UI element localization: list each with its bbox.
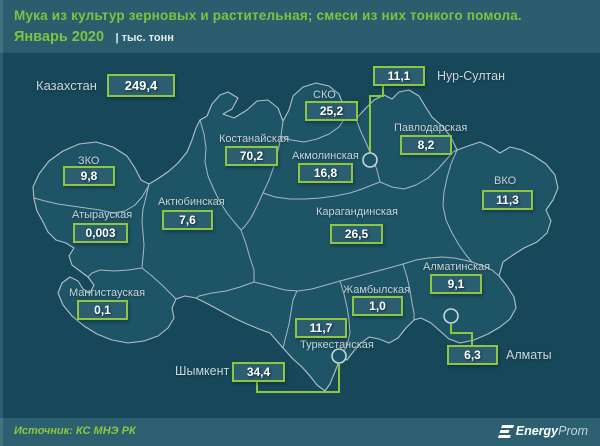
region-label-aktobe: Актюбинская bbox=[158, 196, 225, 208]
region-label-kostanay: Костанайская bbox=[219, 133, 290, 145]
period-label: Январь 2020 bbox=[14, 29, 105, 45]
region-label-zko: ЗКО bbox=[78, 155, 100, 167]
city-markers bbox=[331, 152, 459, 364]
value-box-aktobe: 7,6 bbox=[162, 210, 213, 230]
leader-shymkent bbox=[256, 364, 340, 393]
city-label-shymkent: Шымкент bbox=[175, 364, 230, 378]
left-edge-highlight bbox=[0, 0, 3, 446]
region-label-atyrau: Атырауская bbox=[72, 209, 133, 221]
unit-text: тыс. тонн bbox=[121, 32, 174, 44]
region-label-sko: СКО bbox=[313, 89, 336, 101]
leader-lines bbox=[256, 85, 473, 393]
region-label-pavlodar: Павлодарская bbox=[394, 122, 468, 134]
unit-separator: | bbox=[115, 32, 119, 44]
region-label-akmola: Акмолинская bbox=[292, 150, 359, 162]
value-box-almaty-reg: 9,1 bbox=[430, 274, 482, 294]
value-box-nur-sultan: 11,1 bbox=[373, 66, 425, 86]
value-box-sko: 25,2 bbox=[305, 101, 358, 121]
value-box-kostanay: 70,2 bbox=[225, 146, 278, 166]
chart-title: Мука из культур зерновых и растительная;… bbox=[14, 8, 522, 23]
city-label-almaty: Алматы bbox=[506, 348, 552, 362]
value-box-zko: 9,8 bbox=[63, 166, 115, 186]
leader-almaty bbox=[450, 324, 473, 345]
country-label: Казахстан bbox=[36, 78, 97, 93]
country-value-box: 249,4 bbox=[107, 74, 175, 97]
value-box-turkestan: 11,7 bbox=[295, 318, 347, 338]
region-borders bbox=[33, 114, 500, 358]
region-label-turkestan: Туркестанская bbox=[300, 339, 374, 351]
value-box-mangystau: 0,1 bbox=[77, 300, 128, 320]
footer: Источник: КС МНЭ РК Energy Prom bbox=[0, 418, 600, 446]
region-label-vko: ВКО bbox=[494, 175, 517, 187]
value-box-atyrau: 0,003 bbox=[73, 223, 128, 243]
city-marker-almaty-icon bbox=[443, 308, 459, 324]
energyprom-e-icon bbox=[497, 424, 514, 438]
region-label-zhambyl: Жамбылская bbox=[343, 284, 411, 296]
value-box-pavlodar: 8,2 bbox=[400, 135, 452, 155]
region-label-karaganda: Карагандинская bbox=[316, 206, 398, 218]
city-label-nur-sultan: Нур-Султан bbox=[437, 69, 505, 83]
brand-bold-text: Energy bbox=[515, 424, 559, 438]
region-label-mangystau: Мангистауская bbox=[69, 287, 146, 299]
brand-light-text: Prom bbox=[558, 424, 588, 438]
city-marker-nur-sultan-icon bbox=[362, 152, 378, 168]
value-box-vko: 11,3 bbox=[482, 190, 533, 210]
value-box-shymkent: 34,4 bbox=[232, 362, 285, 382]
energyprom-logo: Energy Prom bbox=[497, 424, 588, 438]
region-label-almaty-reg: Алматинская bbox=[423, 261, 491, 273]
value-box-akmola: 16,8 bbox=[298, 163, 353, 183]
value-box-almaty: 6,3 bbox=[447, 345, 498, 365]
unit-label: | тыс. тонн bbox=[115, 32, 173, 44]
value-box-zhambyl: 1,0 bbox=[352, 296, 403, 316]
source-label: Источник: КС МНЭ РК bbox=[14, 425, 136, 437]
leader-nur-sultan bbox=[369, 85, 384, 152]
chart-subtitle: Январь 2020 | тыс. тонн bbox=[14, 28, 174, 46]
header: Мука из культур зерновых и растительная;… bbox=[0, 0, 600, 53]
city-marker-shymkent-icon bbox=[331, 348, 347, 364]
value-box-karaganda: 26,5 bbox=[330, 224, 383, 244]
